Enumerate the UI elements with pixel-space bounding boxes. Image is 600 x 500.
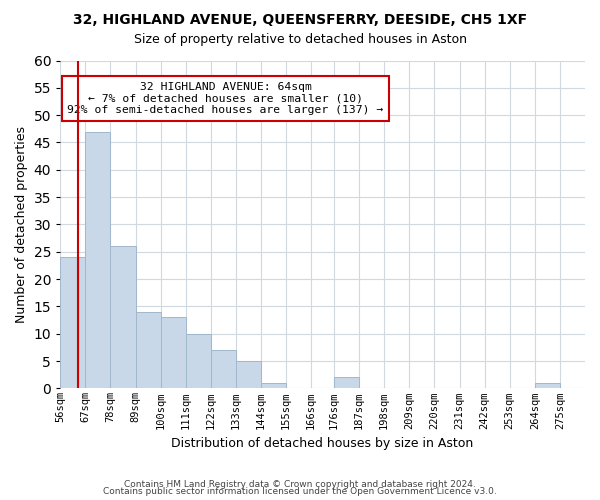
Y-axis label: Number of detached properties: Number of detached properties xyxy=(15,126,28,323)
Bar xyxy=(261,383,286,388)
Bar xyxy=(110,246,136,388)
Bar xyxy=(136,312,161,388)
Text: 32 HIGHLAND AVENUE: 64sqm
← 7% of detached houses are smaller (10)
92% of semi-d: 32 HIGHLAND AVENUE: 64sqm ← 7% of detach… xyxy=(67,82,383,115)
Text: Contains public sector information licensed under the Open Government Licence v3: Contains public sector information licen… xyxy=(103,487,497,496)
Bar xyxy=(211,350,236,389)
Bar xyxy=(236,361,261,388)
Bar xyxy=(535,383,560,388)
Bar xyxy=(85,132,110,388)
Bar xyxy=(60,257,85,388)
Text: Size of property relative to detached houses in Aston: Size of property relative to detached ho… xyxy=(133,32,467,46)
Text: 32, HIGHLAND AVENUE, QUEENSFERRY, DEESIDE, CH5 1XF: 32, HIGHLAND AVENUE, QUEENSFERRY, DEESID… xyxy=(73,12,527,26)
Bar xyxy=(186,334,211,388)
Bar xyxy=(334,378,359,388)
Bar xyxy=(161,318,186,388)
X-axis label: Distribution of detached houses by size in Aston: Distribution of detached houses by size … xyxy=(172,437,474,450)
Text: Contains HM Land Registry data © Crown copyright and database right 2024.: Contains HM Land Registry data © Crown c… xyxy=(124,480,476,489)
